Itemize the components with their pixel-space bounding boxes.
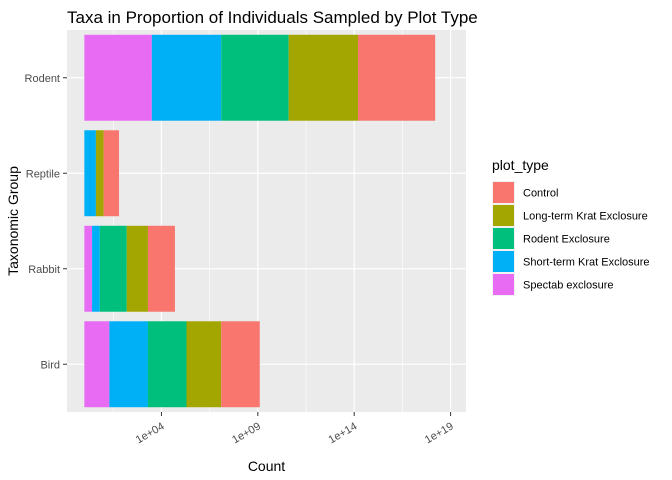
- y-tick-label: Bird: [40, 359, 60, 371]
- x-tick-label: 1e+14: [327, 420, 360, 446]
- bar-rabbit-long-term-krat-exclosure: [126, 225, 148, 312]
- bar-bird-short-term-krat-exclosure: [109, 321, 148, 408]
- bars: [84, 34, 436, 408]
- x-tick-label: 1e+09: [230, 420, 263, 446]
- bar-bird-spectab-exclosure: [84, 321, 110, 408]
- bar-reptile-long-term-krat-exclosure: [95, 130, 104, 217]
- bar-reptile-control: [103, 130, 120, 217]
- bar-rodent-rodent-exclosure: [221, 34, 289, 121]
- legend-title: plot_type: [492, 157, 549, 173]
- legend-label: Long-term Krat Exclosure: [523, 211, 648, 223]
- bar-rabbit-short-term-krat-exclosure: [92, 225, 100, 312]
- legend-swatch: [493, 274, 514, 295]
- bar-rabbit-rodent-exclosure: [99, 225, 127, 312]
- legend-swatch: [493, 182, 514, 203]
- chart-title: Taxa in Proportion of Individuals Sample…: [67, 8, 478, 27]
- bar-reptile-short-term-krat-exclosure: [84, 130, 96, 217]
- x-axis-title: Count: [248, 458, 285, 474]
- y-axis-title: Taxonomic Group: [5, 166, 21, 276]
- bar-rodent-long-term-krat-exclosure: [288, 34, 359, 121]
- legend-label: Rodent Exclosure: [523, 234, 610, 246]
- y-tick-label: Reptile: [26, 168, 60, 180]
- bar-rodent-spectab-exclosure: [84, 34, 152, 121]
- legend-label: Spectab exclosure: [523, 280, 614, 292]
- bar-bird-control: [221, 321, 260, 408]
- legend-swatch: [493, 251, 514, 272]
- y-tick-label: Rodent: [25, 73, 60, 85]
- bar-rabbit-spectab-exclosure: [84, 225, 93, 312]
- legend-label: Short-term Krat Exclosure: [523, 257, 650, 269]
- x-tick-label: 1e+19: [423, 420, 456, 446]
- bar-rodent-short-term-krat-exclosure: [151, 34, 222, 121]
- bar-bird-long-term-krat-exclosure: [186, 321, 222, 408]
- bar-bird-rodent-exclosure: [147, 321, 187, 408]
- legend: plot_type Control Long-term Krat Exclosur…: [492, 157, 650, 296]
- legend-swatch: [493, 228, 514, 249]
- bar-rabbit-control: [147, 225, 175, 312]
- legend-label: Control: [523, 188, 558, 200]
- bar-rodent-control: [358, 34, 436, 121]
- x-tick-label: 1e+04: [134, 420, 167, 446]
- y-tick-label: Rabbit: [28, 264, 60, 276]
- legend-swatch: [493, 205, 514, 226]
